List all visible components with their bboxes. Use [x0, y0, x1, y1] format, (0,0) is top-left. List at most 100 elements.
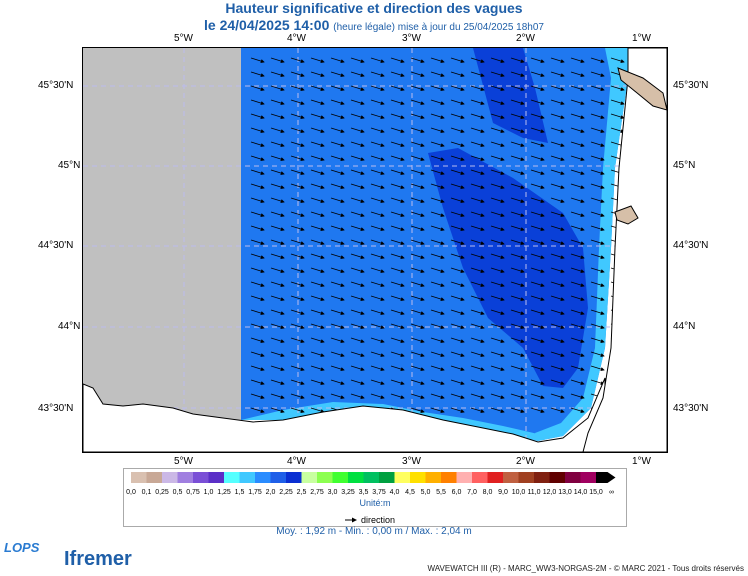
legend-swatch: [177, 472, 193, 483]
legend-swatch: [301, 472, 317, 483]
wave-direction-arrow: [370, 71, 385, 77]
wave-direction-arrow: [290, 393, 305, 399]
wave-direction-arrow: [410, 393, 425, 399]
wave-direction-arrow: [430, 183, 445, 189]
wave-direction-arrow: [410, 99, 425, 105]
wave-direction-arrow: [510, 309, 525, 315]
wave-direction-arrow: [330, 169, 345, 175]
wave-direction-arrow: [450, 337, 465, 343]
wave-direction-arrow: [510, 393, 525, 399]
wave-direction-arrow: [390, 267, 405, 273]
wave-direction-arrow: [310, 155, 325, 161]
wave-direction-arrow: [470, 253, 485, 259]
wave-direction-arrow: [510, 57, 525, 63]
wave-direction-arrow: [350, 281, 365, 287]
wave-direction-arrow: [310, 365, 325, 371]
wave-direction-arrow: [370, 183, 385, 189]
gironde-estuary: [617, 67, 667, 111]
wave-direction-arrow: [370, 239, 385, 245]
wave-direction-arrow: [490, 211, 505, 217]
wave-direction-arrow: [250, 183, 265, 189]
wave-direction-arrow: [270, 379, 285, 385]
stats-line: Moy. : 1,92 m - Min. : 0,00 m / Max. : 2…: [276, 526, 472, 537]
wave-direction-arrow: [310, 197, 325, 203]
wave-direction-arrow: [410, 113, 425, 119]
wave-direction-arrow: [470, 281, 485, 287]
wave-direction-arrow: [510, 407, 525, 413]
legend-swatch: [363, 472, 379, 483]
wave-direction-arrow: [310, 57, 325, 63]
wave-direction-arrow: [290, 267, 305, 273]
wave-direction-arrow: [590, 183, 605, 189]
wave-direction-arrow: [410, 197, 425, 203]
wave-direction-arrow: [330, 197, 345, 203]
wave-direction-arrow: [510, 211, 525, 217]
wave-direction-arrow: [430, 337, 445, 343]
lon-label-top: 3°W: [402, 33, 421, 44]
wave-direction-arrow: [550, 309, 565, 315]
wave-direction-arrow: [330, 183, 345, 189]
wave-direction-arrow: [310, 351, 325, 357]
wave-direction-arrow: [330, 99, 345, 105]
wave-direction-arrow: [470, 337, 485, 343]
wave-direction-arrow: [530, 407, 545, 413]
legend-value-label: 12,0: [543, 489, 557, 496]
wave-direction-arrow: [270, 365, 285, 371]
wave-direction-arrow: [470, 141, 485, 147]
wave-direction-arrow: [550, 393, 565, 399]
wave-direction-arrow: [430, 141, 445, 147]
wave-direction-arrow: [290, 379, 305, 385]
wave-direction-arrow: [530, 71, 545, 77]
wave-map[interactable]: [82, 47, 668, 453]
legend-value-label: 4,0: [390, 489, 400, 496]
wave-direction-arrow: [410, 281, 425, 287]
wave-direction-arrow: [250, 267, 265, 273]
wave-direction-arrow: [570, 141, 585, 147]
wave-direction-arrow: [450, 169, 465, 175]
wave-direction-arrow: [410, 407, 425, 413]
wave-direction-arrow: [510, 281, 525, 287]
wave-direction-arrow: [510, 141, 525, 147]
legend-unit: Unité:m: [359, 498, 390, 508]
lat-label-right: 45°N: [673, 160, 696, 171]
wave-direction-arrow: [470, 211, 485, 217]
wave-direction-arrow: [550, 365, 565, 371]
lon-label-top: 2°W: [516, 33, 535, 44]
wave-direction-arrow: [270, 407, 285, 413]
wave-direction-arrow: [530, 141, 545, 147]
wave-direction-arrow: [530, 127, 545, 133]
wave-direction-arrow: [350, 113, 365, 119]
wave-direction-arrow: [390, 211, 405, 217]
wave-direction-arrow: [330, 127, 345, 133]
wave-direction-arrow: [550, 295, 565, 301]
legend-swatch: [596, 472, 608, 483]
wave-direction-arrow: [330, 379, 345, 385]
wave-direction-arrow: [270, 71, 285, 77]
wave-direction-arrow: [310, 183, 325, 189]
wave-direction-arrow: [330, 295, 345, 301]
wave-direction-arrow: [290, 309, 305, 315]
wave-direction-arrow: [430, 99, 445, 105]
wave-direction-arrow: [370, 155, 385, 161]
lat-label-left: 44°N: [58, 321, 81, 332]
wave-direction-arrow: [430, 267, 445, 273]
wave-direction-arrow: [510, 253, 525, 259]
legend-swatch: [425, 472, 441, 483]
wave-direction-arrow: [290, 365, 305, 371]
wave-direction-arrow: [530, 155, 545, 161]
wave-direction-arrow: [290, 239, 305, 245]
wave-direction-arrow: [590, 295, 605, 301]
wave-direction-arrow: [450, 295, 465, 301]
legend-value-label: 7,0: [467, 489, 477, 496]
wave-direction-arrow: [350, 379, 365, 385]
legend-value-label: 11,0: [527, 489, 540, 496]
footer-credits: WAVEWATCH III (R) - MARC_WW3-NORGAS-2M -…: [427, 564, 744, 573]
wave-direction-arrow: [350, 211, 365, 217]
legend-swatch: [239, 472, 255, 483]
wave-direction-arrow: [390, 57, 405, 63]
wave-direction-arrow: [350, 197, 365, 203]
wave-direction-arrow: [250, 225, 265, 231]
wave-direction-arrow: [290, 99, 305, 105]
wave-direction-arrow: [510, 85, 525, 91]
wave-direction-arrow: [530, 267, 545, 273]
